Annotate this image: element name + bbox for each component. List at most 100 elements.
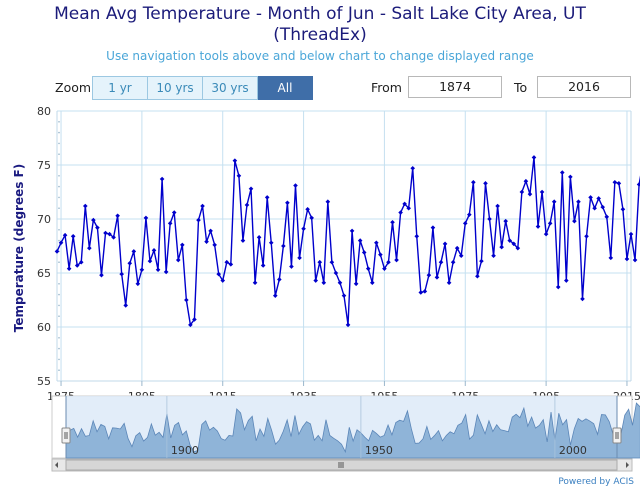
data-point [139,267,145,273]
zoom-10yrs-button[interactable]: 10 yrs [148,76,203,100]
data-point [82,203,88,209]
data-point [624,256,630,262]
data-point [479,258,484,264]
data-point [620,206,626,212]
minor-tick [58,304,60,307]
data-point [285,200,290,206]
data-point [212,242,217,248]
data-point [568,174,573,180]
data-point [369,280,375,286]
data-point [95,225,100,230]
zoom-30yrs-button[interactable]: 30 yrs [203,76,258,100]
data-point [418,290,424,295]
data-point [584,233,589,239]
data-point [353,281,359,287]
data-point [341,293,347,298]
data-point [107,231,112,237]
series-line [56,156,640,326]
from-input[interactable]: 1874 [408,76,502,98]
y-tick-label: 80 [37,105,51,118]
minor-tick [58,239,60,242]
data-point [349,228,355,234]
data-point [293,183,298,188]
data-point [450,259,456,265]
minor-tick [58,283,60,285]
minor-tick [58,153,60,155]
data-point [406,205,411,211]
data-point [111,235,116,240]
minor-tick [58,131,60,134]
data-point [515,245,521,251]
data-point [220,278,226,283]
data-point [236,173,242,179]
data-point [260,263,266,268]
data-point [636,182,640,187]
data-point [471,179,476,185]
data-point [54,249,60,254]
data-point [309,215,314,221]
zoom-all-button[interactable]: All [258,76,313,100]
minor-tick [58,347,60,350]
navigator-tick-label: 1900 [171,444,199,457]
data-point [297,255,302,261]
data-point [180,242,185,248]
data-point [551,199,557,205]
zoom-1yr-button[interactable]: 1 yr [92,76,148,100]
data-point [155,267,161,273]
y-tick-label: 75 [37,159,51,172]
from-label: From [371,80,402,95]
chart-title-main: Mean Avg Temperature - Month of Jun - Sa… [54,4,586,24]
data-point [438,259,444,265]
data-point [188,322,193,328]
data-point [491,253,496,259]
data-point [539,189,545,195]
data-point [628,231,634,237]
data-point [99,272,104,278]
data-point [196,217,201,223]
data-point [103,230,108,236]
data-point [301,226,306,232]
data-point [361,250,367,255]
navigator-left-handle[interactable] [61,427,71,444]
data-point [616,181,622,186]
data-point [531,155,537,160]
data-point [321,280,327,286]
data-point [256,235,262,240]
minor-tick [58,175,60,177]
data-point [305,206,310,212]
navigator-series [65,402,640,459]
data-point [184,297,189,303]
credits-link[interactable]: Powered by ACIS [558,477,634,487]
data-point [596,196,601,201]
data-point [70,233,76,239]
navigator[interactable]: 1900 1950 2000 [51,395,640,472]
minor-tick [58,207,60,209]
data-point [378,252,383,257]
data-point [458,253,464,259]
data-point [135,281,141,287]
data-point [357,238,363,243]
scroll-left-arrow-icon[interactable] [55,462,58,468]
scroll-right-arrow-icon[interactable] [626,462,629,468]
minor-tick [58,196,60,199]
to-input[interactable]: 2016 [537,76,631,98]
navigator-right-handle[interactable] [612,427,622,444]
data-point [426,272,432,278]
data-point [519,189,525,195]
y-tick-label: 65 [37,267,51,280]
data-point [535,224,541,229]
data-point [394,257,399,263]
minor-tick [58,315,60,318]
data-point [204,239,209,244]
data-point [62,232,68,238]
data-point [446,280,452,286]
data-point [592,205,597,211]
data-point [430,225,436,230]
data-point [159,176,165,182]
data-point [414,233,420,239]
data-point [216,271,221,277]
data-point [410,165,416,171]
y-tick-label: 55 [37,375,51,388]
data-point [147,258,153,264]
data-point [503,218,508,224]
